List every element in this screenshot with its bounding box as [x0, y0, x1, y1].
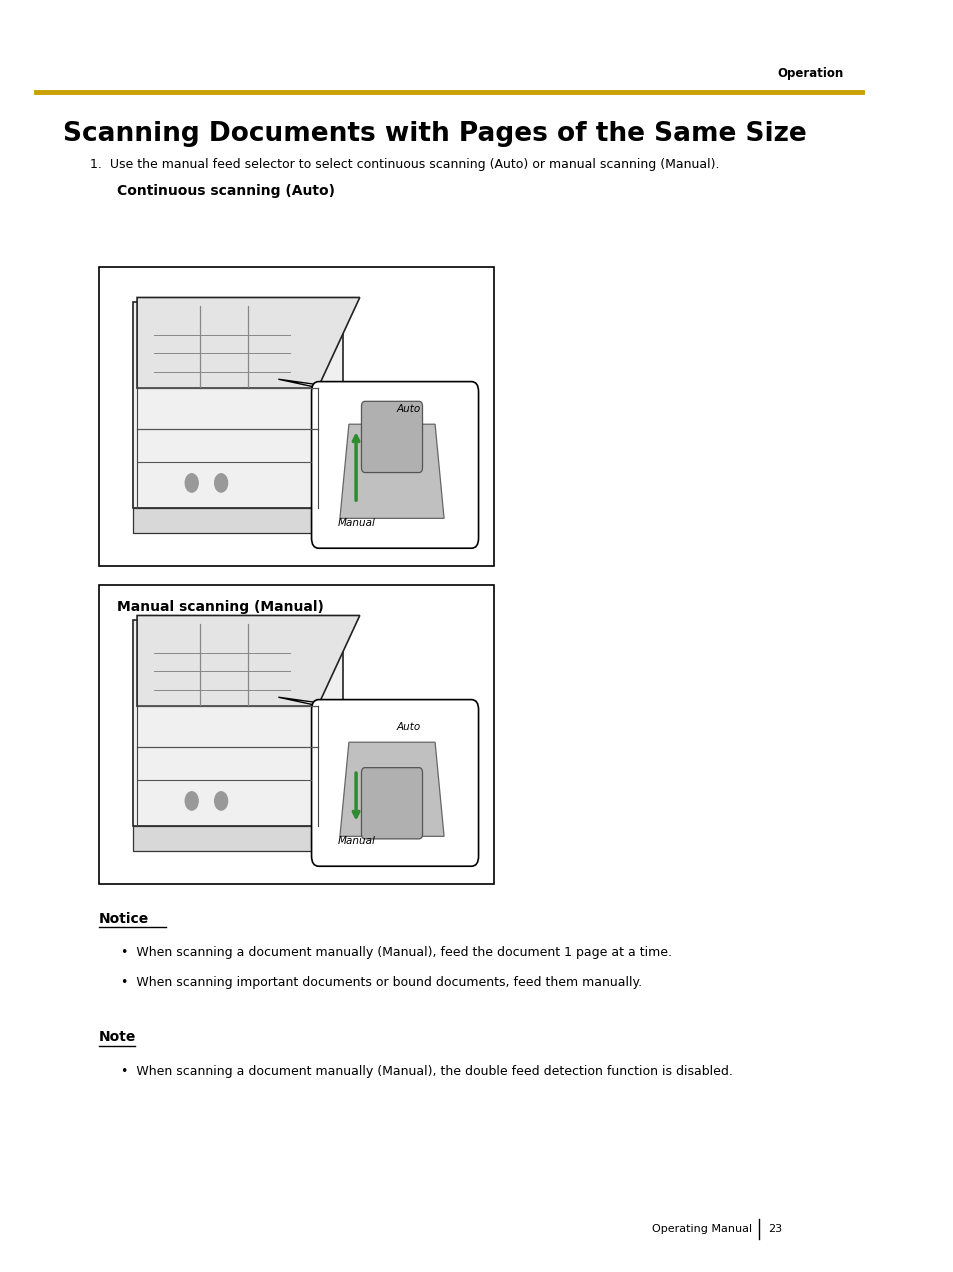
Text: Continuous scanning (Auto): Continuous scanning (Auto): [116, 184, 335, 198]
FancyBboxPatch shape: [361, 401, 422, 472]
Circle shape: [214, 791, 228, 810]
Text: 23: 23: [767, 1224, 781, 1234]
Text: Manual: Manual: [337, 837, 375, 846]
Polygon shape: [137, 616, 359, 706]
FancyBboxPatch shape: [361, 767, 422, 840]
FancyBboxPatch shape: [312, 382, 478, 548]
FancyBboxPatch shape: [99, 267, 494, 566]
Text: Operating Manual: Operating Manual: [652, 1224, 752, 1234]
Polygon shape: [137, 298, 359, 388]
Text: Scanning Documents with Pages of the Same Size: Scanning Documents with Pages of the Sam…: [63, 121, 805, 146]
Polygon shape: [339, 424, 443, 518]
Polygon shape: [278, 379, 368, 392]
Text: Manual scanning (Manual): Manual scanning (Manual): [116, 600, 323, 614]
Text: •  When scanning a document manually (Manual), feed the document 1 page at a tim: • When scanning a document manually (Man…: [121, 946, 672, 959]
Polygon shape: [339, 742, 443, 837]
Text: Auto: Auto: [396, 722, 420, 733]
Text: Auto: Auto: [396, 404, 420, 415]
FancyBboxPatch shape: [99, 585, 494, 884]
Polygon shape: [132, 826, 347, 851]
FancyBboxPatch shape: [312, 700, 478, 866]
Circle shape: [185, 791, 198, 810]
Polygon shape: [132, 508, 347, 533]
FancyBboxPatch shape: [132, 301, 343, 508]
Text: Operation: Operation: [777, 67, 843, 80]
Text: •  When scanning important documents or bound documents, feed them manually.: • When scanning important documents or b…: [121, 976, 641, 988]
Polygon shape: [278, 697, 368, 710]
Circle shape: [214, 473, 228, 492]
Text: Notice: Notice: [99, 912, 149, 926]
Text: •  When scanning a document manually (Manual), the double feed detection functio: • When scanning a document manually (Man…: [121, 1065, 732, 1077]
Text: 1.  Use the manual feed selector to select continuous scanning (Auto) or manual : 1. Use the manual feed selector to selec…: [90, 158, 719, 170]
Text: Manual: Manual: [337, 519, 375, 528]
FancyBboxPatch shape: [132, 619, 343, 826]
Circle shape: [185, 473, 198, 492]
Text: Note: Note: [99, 1030, 136, 1044]
